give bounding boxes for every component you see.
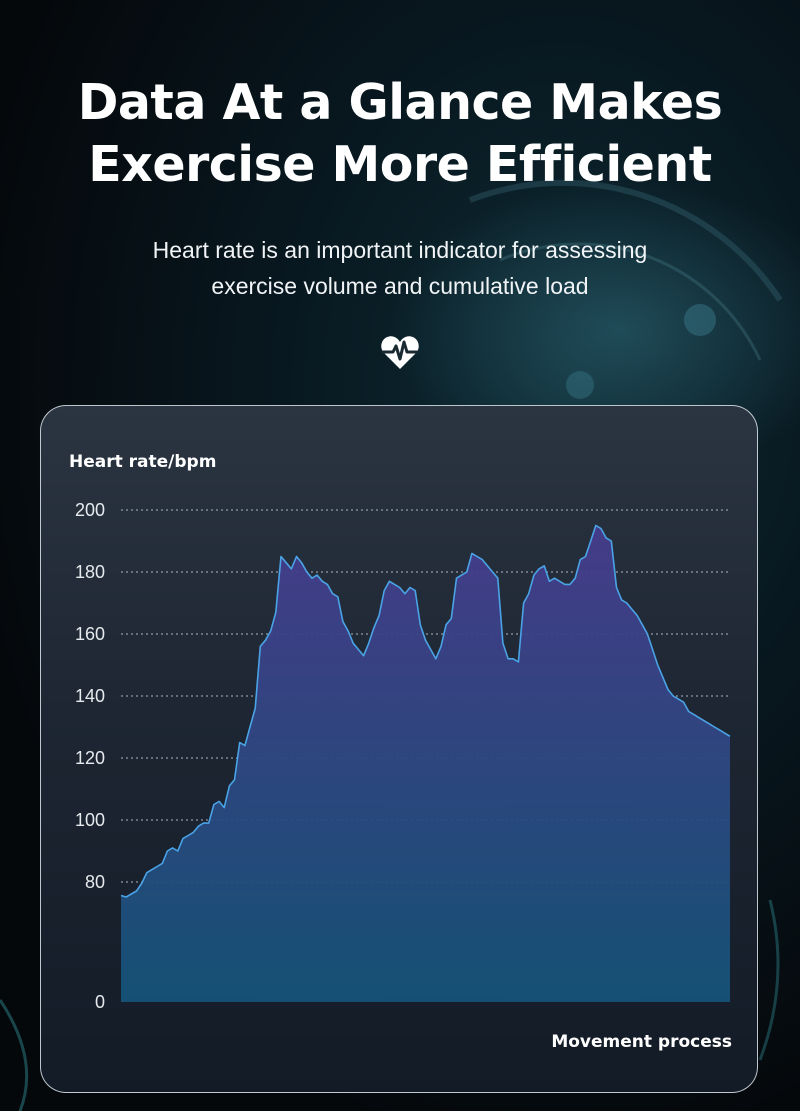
x-axis-title: Movement process [551, 1032, 732, 1052]
chart-card: 0 80 100 120 140 160 180 200 Heart rate/bpm Mov… [40, 405, 758, 1093]
y-tick-label: 120 [75, 748, 105, 768]
subtitle-line-2: exercise volume and cumulative load [211, 273, 589, 299]
heart-rate-chart: 0 80 100 120 140 160 180 200 Heart rate/bpm Mov… [69, 452, 732, 1052]
subtitle-line-1: Heart rate is an important indicator for… [152, 237, 648, 263]
y-tick-label: 160 [75, 624, 105, 644]
headline: Data At a Glance Makes Exercise More Eff… [0, 72, 800, 196]
y-tick-label: 100 [75, 810, 105, 830]
headline-line-2: Exercise More Efficient [88, 136, 712, 193]
y-tick-label: 180 [75, 562, 105, 582]
y-axis-title: Heart rate/bpm [69, 452, 216, 472]
y-tick-label: 0 [95, 992, 105, 1012]
y-tick-label: 80 [85, 872, 105, 892]
y-tick-label: 200 [75, 500, 105, 520]
heart-pulse-icon [381, 336, 419, 369]
headline-line-1: Data At a Glance Makes [77, 74, 723, 131]
heart-rate-line [120, 524, 731, 898]
heart-rate-area [121, 525, 730, 1002]
y-tick-label: 140 [75, 686, 105, 706]
subtitle: Heart rate is an important indicator for… [0, 232, 800, 304]
